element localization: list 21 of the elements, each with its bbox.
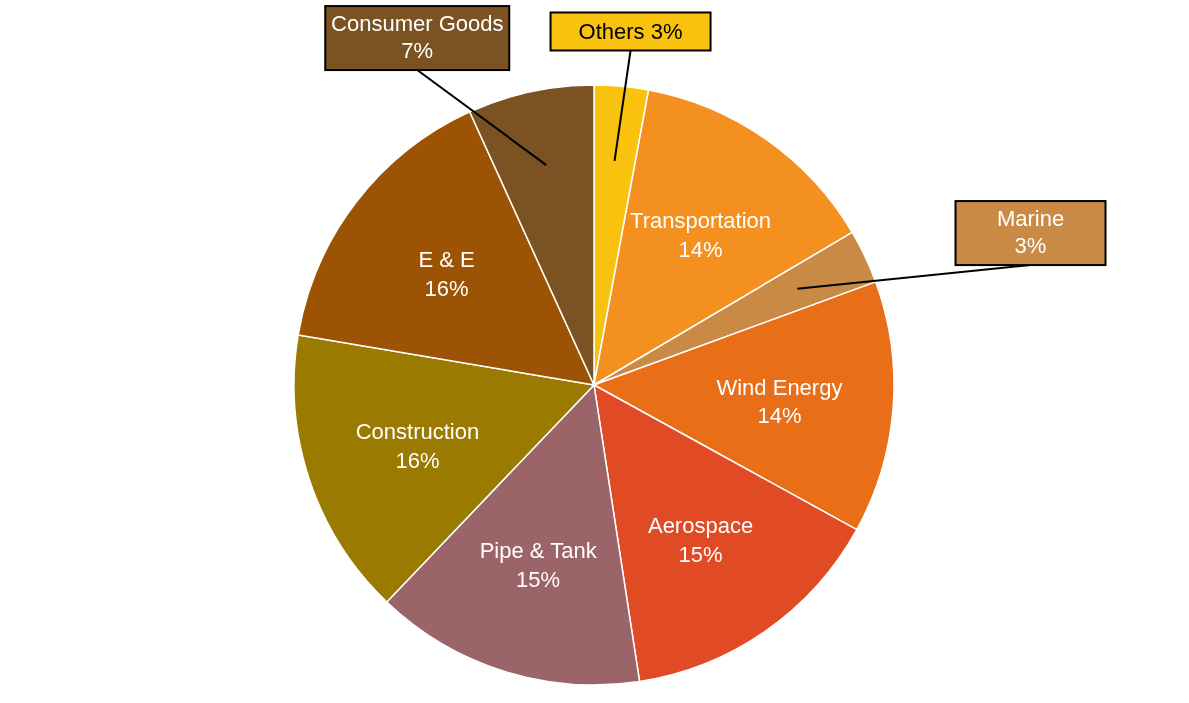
data-label: 7% [401, 37, 434, 63]
slice-label: Wind Energy [716, 374, 843, 400]
data-label: 14% [678, 236, 723, 262]
data-label: 16% [424, 275, 469, 301]
slice-label: Aerospace [647, 513, 754, 539]
slice-label: Others [578, 19, 645, 45]
slice-label: Consumer Goods [331, 11, 504, 37]
slice-label: Marine [996, 206, 1065, 232]
callout-box: Consumer Goods 7% [324, 5, 548, 167]
data-label: 15% [678, 541, 723, 567]
slice-label: Pipe & Tank [479, 538, 598, 564]
data-label: 3% [1014, 232, 1047, 258]
callout-box: Marine 3% [796, 200, 1107, 290]
slice-label: Transportation [630, 208, 772, 234]
callout-box: Others 3% [549, 11, 712, 162]
data-label: 16% [395, 447, 440, 473]
slice-label: Construction [355, 419, 480, 445]
slice-label: E & E [418, 247, 475, 273]
data-label: 3% [650, 19, 683, 45]
data-label: 15% [516, 566, 561, 592]
data-label: 14% [757, 403, 802, 429]
